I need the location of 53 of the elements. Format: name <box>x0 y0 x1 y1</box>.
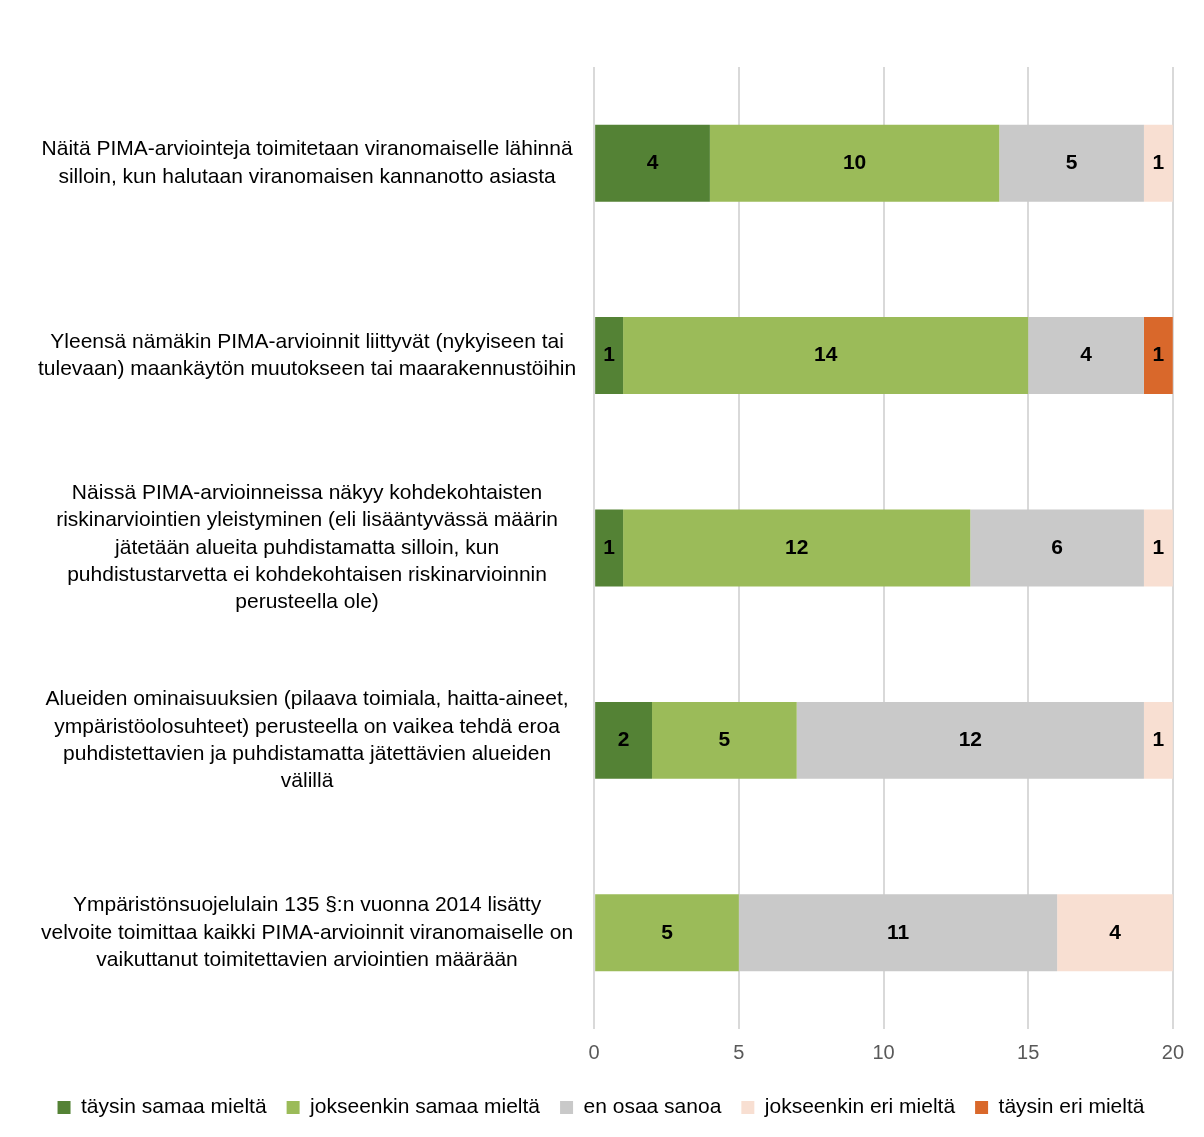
data-label: 4 <box>646 149 659 173</box>
data-label: 5 <box>1065 149 1078 173</box>
legend-label: jokseenkin samaa mieltä <box>309 1094 541 1118</box>
bar <box>595 124 710 202</box>
bar <box>623 509 971 587</box>
data-label: 4 <box>1109 919 1122 943</box>
legend-label: täysin eri mieltä <box>998 1094 1145 1118</box>
data-label: 12 <box>785 534 809 558</box>
bar <box>970 509 1144 587</box>
bar <box>595 894 739 972</box>
y-tick-label: Näissä PIMA-arvioinneissa näkyy kohdekohtaisten riskinarviointien yleistyminen (eli lisääntyvässä määrin jätetään alueita puhdistamatta silloin, kun puhdistustarvetta ei kohdekohtaisen riskinarvioinnin perusteella ole) <box>56 480 559 613</box>
data-label: 6 <box>1051 534 1063 558</box>
y-tick-label: Ympäristönsuojelulain 135 §:n vuonna 2014 lisätty velvoite toimittaa kaikki PIMA-arvioinnit viranomaiselle on vaikuttanut toimitettavien arviointien määrään <box>40 892 574 970</box>
bar <box>1143 317 1173 395</box>
bar <box>738 894 1058 972</box>
data-label: 1 <box>603 534 616 558</box>
data-label: 11 <box>886 919 910 943</box>
data-label: 12 <box>958 727 982 751</box>
bar <box>595 509 624 587</box>
bar <box>595 317 624 395</box>
data-label: 5 <box>661 919 674 943</box>
bar <box>1028 317 1144 395</box>
bar <box>652 701 797 779</box>
x-tick-label: 10 <box>872 1040 895 1063</box>
x-tick-label: 0 <box>588 1040 600 1063</box>
bar <box>623 317 1029 395</box>
data-label: 4 <box>1080 342 1093 366</box>
y-tick-label: Näitä PIMA-arviointeja toimitetaan viranomaiselle lähinnä silloin, kun halutaan viranomaisen kannanotto asiasta <box>41 136 573 187</box>
bar <box>999 124 1144 202</box>
bar <box>1143 701 1173 779</box>
bar <box>1143 509 1173 587</box>
data-label: 1 <box>1152 534 1165 558</box>
data-label: 2 <box>617 727 630 751</box>
data-label: 10 <box>842 149 867 173</box>
y-tick-label: Alueiden ominaisuuksien (pilaava toimiala, haitta-aineet, ympäristöolosuhteet) perusteella on vaikea tehdä eroa puhdistettavien ja puhdistamatta jätettävien alueiden välillä <box>45 686 569 792</box>
x-tick-label: 15 <box>1017 1040 1040 1063</box>
data-label: 1 <box>1152 149 1165 173</box>
legend-label: en osaa sanoa <box>583 1094 722 1118</box>
bar <box>709 124 1000 202</box>
data-label: 1 <box>603 342 616 366</box>
legend-label: jokseenkin eri mieltä <box>763 1094 956 1118</box>
x-tick-label: 20 <box>1161 1040 1184 1063</box>
bar <box>1057 894 1173 972</box>
data-label: 1 <box>1152 727 1165 751</box>
data-label: 14 <box>813 342 838 366</box>
bar <box>796 701 1144 779</box>
data-label: 1 <box>1152 342 1165 366</box>
data-label: 5 <box>718 727 731 751</box>
y-tick-label: Yleensä nämäkin PIMA-arvioinnit liittyvät (nykyiseen tai tulevaan) maankäytön muutokseen tai maarakennustöihin <box>38 328 577 380</box>
bar <box>1143 124 1173 202</box>
bar <box>595 701 653 779</box>
x-tick-label: 5 <box>733 1040 745 1063</box>
legend-label: täysin samaa mieltä <box>81 1094 267 1118</box>
